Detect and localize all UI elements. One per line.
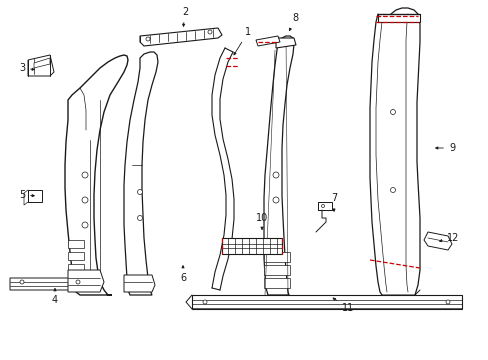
Text: 6: 6 — [180, 266, 185, 283]
Text: 10: 10 — [255, 213, 267, 229]
Circle shape — [20, 280, 24, 284]
Text: 12: 12 — [439, 233, 458, 243]
Bar — [28, 190, 42, 202]
Polygon shape — [377, 14, 419, 22]
Circle shape — [82, 197, 88, 203]
Circle shape — [272, 197, 279, 203]
Bar — [317, 202, 331, 210]
Polygon shape — [65, 55, 128, 295]
Polygon shape — [140, 28, 222, 46]
Text: 2: 2 — [182, 7, 188, 26]
Circle shape — [390, 188, 395, 193]
Polygon shape — [256, 36, 280, 46]
Text: 4: 4 — [52, 289, 58, 305]
Circle shape — [445, 300, 449, 304]
Text: 7: 7 — [330, 193, 336, 211]
Bar — [68, 252, 84, 260]
Polygon shape — [275, 38, 295, 48]
Circle shape — [272, 172, 279, 178]
Circle shape — [207, 30, 212, 34]
Text: 11: 11 — [332, 298, 353, 313]
Circle shape — [137, 216, 142, 220]
Circle shape — [321, 204, 324, 207]
Circle shape — [82, 172, 88, 178]
Bar — [68, 264, 84, 272]
Polygon shape — [264, 36, 293, 295]
Bar — [68, 240, 84, 248]
Polygon shape — [423, 232, 451, 250]
Polygon shape — [28, 55, 54, 76]
Polygon shape — [34, 58, 50, 68]
Bar — [222, 238, 282, 254]
Polygon shape — [124, 275, 155, 292]
Text: 3: 3 — [19, 63, 34, 73]
Polygon shape — [68, 270, 104, 292]
Circle shape — [137, 189, 142, 194]
Text: 5: 5 — [19, 190, 34, 200]
Circle shape — [76, 280, 80, 284]
Circle shape — [203, 300, 206, 304]
Bar — [264, 278, 289, 288]
Bar — [264, 252, 289, 262]
Circle shape — [390, 109, 395, 114]
Text: 8: 8 — [289, 13, 298, 31]
Bar — [192, 295, 461, 309]
Text: 9: 9 — [435, 143, 454, 153]
Circle shape — [146, 37, 150, 41]
Polygon shape — [124, 52, 158, 295]
Circle shape — [82, 222, 88, 228]
Bar — [264, 265, 289, 275]
Polygon shape — [10, 278, 90, 290]
Text: 1: 1 — [233, 27, 250, 55]
